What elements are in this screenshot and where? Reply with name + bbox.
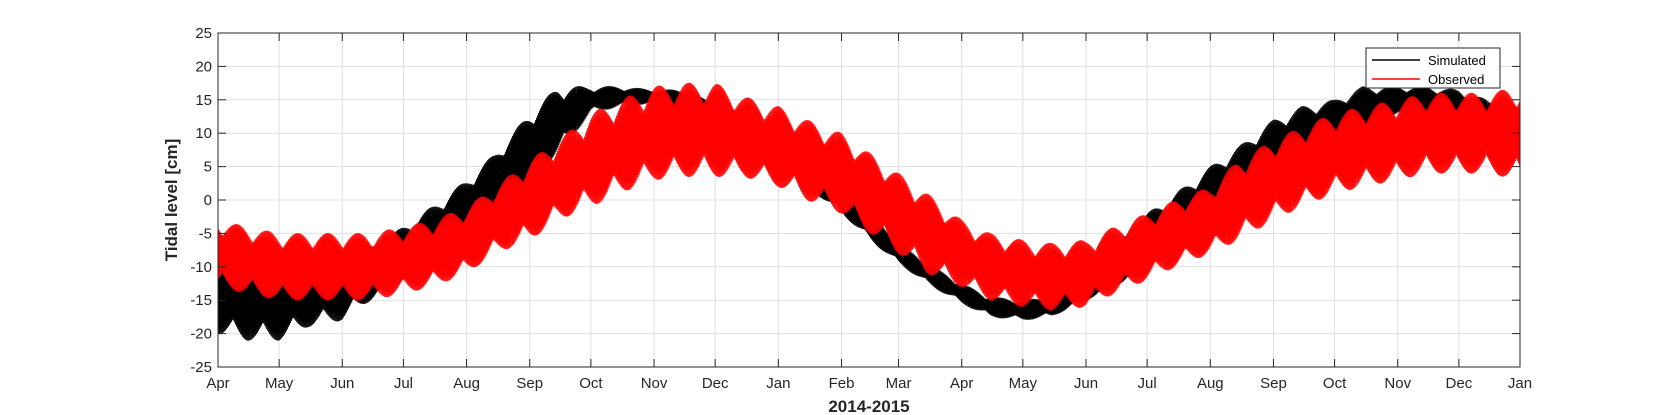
x-tick-label: Aug (1197, 375, 1224, 392)
y-tick-label: -5 (199, 225, 212, 242)
x-tick-label: Jun (1074, 375, 1098, 392)
y-tick-label: 20 (195, 58, 212, 75)
x-tick-label: Apr (950, 375, 973, 392)
x-tick-label: Feb (829, 375, 855, 392)
x-tick-label: Oct (1323, 375, 1347, 392)
x-tick-label: Oct (579, 375, 603, 392)
x-tick-label: Jan (766, 375, 790, 392)
y-tick-labels: -25 -20 -15 -10 -5 0 5 10 15 20 25 (190, 25, 212, 376)
x-tick-label: Jul (394, 375, 413, 392)
x-tick-label: Nov (641, 375, 668, 392)
x-tick-label: Dec (702, 375, 729, 392)
x-tick-label: Jun (330, 375, 354, 392)
x-tick-label: Mar (886, 375, 912, 392)
x-tick-label: Apr (206, 375, 229, 392)
y-tick-label: -10 (190, 259, 212, 276)
y-axis-title: Tidal level [cm] (162, 139, 181, 262)
x-tick-label: May (1009, 375, 1038, 392)
y-tick-label: -25 (190, 359, 212, 376)
x-axis-title: 2014-2015 (828, 397, 909, 415)
y-tick-label: -15 (190, 292, 212, 309)
y-tick-label: 25 (195, 25, 212, 42)
legend-label-observed: Observed (1428, 72, 1484, 87)
legend-label-simulated: Simulated (1428, 53, 1486, 68)
x-tick-label: Nov (1384, 375, 1411, 392)
x-tick-label: Dec (1446, 375, 1473, 392)
legend: Simulated Observed (1365, 47, 1501, 89)
x-tick-label: Jul (1138, 375, 1157, 392)
y-tick-label: 0 (204, 192, 212, 209)
x-tick-label: Sep (1260, 375, 1287, 392)
x-tick-label: May (265, 375, 294, 392)
legend-box (1365, 47, 1501, 89)
series-layer (217, 82, 1521, 341)
series-line-observed (217, 82, 1521, 311)
y-tick-label: 5 (204, 159, 212, 176)
x-tick-labels: Apr May Jun Jul Aug Sep Oct Nov Dec Jan Feb Mar Apr M… (206, 375, 1532, 392)
y-tick-label: 15 (195, 92, 212, 109)
x-tick-label: Aug (453, 375, 480, 392)
axis-ticks (217, 32, 1521, 368)
x-tick-label: Sep (516, 375, 543, 392)
y-tick-label: -20 (190, 326, 212, 343)
x-tick-label: Jan (1508, 375, 1532, 392)
y-tick-label: 10 (195, 125, 212, 142)
